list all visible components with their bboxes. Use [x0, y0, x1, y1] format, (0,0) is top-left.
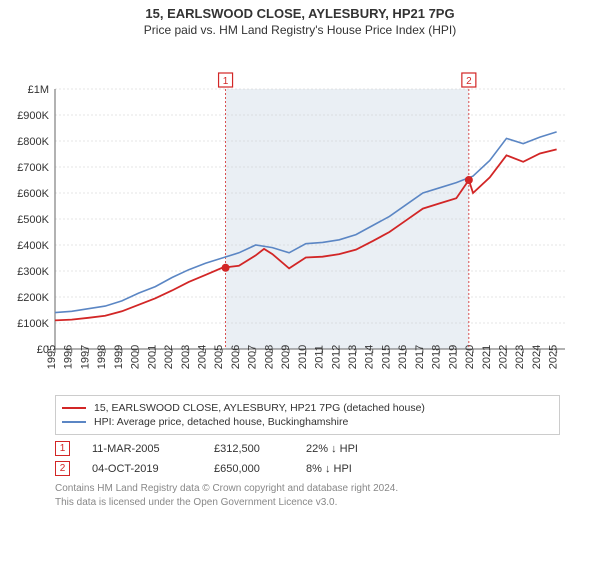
- x-tick-label: 2010: [297, 345, 309, 369]
- marker-box-label: 1: [223, 76, 229, 87]
- transaction-marker-icon: 2: [55, 461, 70, 476]
- transaction-price: £650,000: [214, 463, 284, 475]
- transaction-price: £312,500: [214, 443, 284, 455]
- x-tick-label: 2015: [380, 345, 392, 369]
- y-tick-label: £1M: [28, 84, 49, 96]
- x-tick-label: 2008: [263, 345, 275, 369]
- y-tick-label: £400K: [17, 240, 49, 252]
- x-tick-label: 1995: [46, 345, 58, 369]
- x-tick-label: 1996: [63, 345, 75, 369]
- price-chart: £0£100K£200K£300K£400K£500K£600K£700K£80…: [0, 37, 600, 391]
- transaction-date: 04-OCT-2019: [92, 463, 192, 475]
- x-tick-label: 2024: [531, 345, 543, 369]
- x-tick-label: 2016: [397, 345, 409, 369]
- marker-box-label: 2: [466, 76, 472, 87]
- x-tick-label: 2017: [414, 345, 426, 369]
- transaction-row: 2 04-OCT-2019 £650,000 8% ↓ HPI: [55, 461, 560, 476]
- legend-swatch-hpi: [62, 421, 86, 423]
- x-tick-label: 2012: [330, 345, 342, 369]
- transaction-row: 1 11-MAR-2005 £312,500 22% ↓ HPI: [55, 441, 560, 456]
- x-tick-label: 2019: [447, 345, 459, 369]
- x-tick-label: 1998: [96, 345, 108, 369]
- y-tick-label: £300K: [17, 266, 49, 278]
- page: 15, EARLSWOOD CLOSE, AYLESBURY, HP21 7PG…: [0, 6, 600, 566]
- legend-label-price: 15, EARLSWOOD CLOSE, AYLESBURY, HP21 7PG…: [94, 402, 425, 414]
- x-tick-label: 1999: [113, 345, 125, 369]
- footer-line2: This data is licensed under the Open Gov…: [55, 496, 560, 510]
- legend-item-hpi: HPI: Average price, detached house, Buck…: [62, 416, 553, 428]
- footer: Contains HM Land Registry data © Crown c…: [55, 482, 560, 509]
- y-tick-label: £900K: [17, 110, 49, 122]
- x-tick-label: 2020: [464, 345, 476, 369]
- x-tick-label: 2014: [364, 345, 376, 369]
- x-tick-label: 2011: [314, 345, 326, 369]
- x-tick-label: 2013: [347, 345, 359, 369]
- x-tick-label: 2000: [130, 345, 142, 369]
- legend-label-hpi: HPI: Average price, detached house, Buck…: [94, 416, 348, 428]
- legend-item-price: 15, EARLSWOOD CLOSE, AYLESBURY, HP21 7PG…: [62, 402, 553, 414]
- x-tick-label: 2005: [213, 345, 225, 369]
- y-tick-label: £700K: [17, 162, 49, 174]
- x-tick-label: 2025: [548, 345, 560, 369]
- transaction-marker-icon: 1: [55, 441, 70, 456]
- x-tick-label: 2001: [146, 345, 158, 369]
- y-tick-label: £500K: [17, 214, 49, 226]
- x-tick-label: 2003: [180, 345, 192, 369]
- x-tick-label: 2002: [163, 345, 175, 369]
- legend-swatch-price: [62, 407, 86, 409]
- chart-titles: 15, EARLSWOOD CLOSE, AYLESBURY, HP21 7PG…: [0, 6, 600, 37]
- x-tick-label: 2018: [431, 345, 443, 369]
- footer-line1: Contains HM Land Registry data © Crown c…: [55, 482, 560, 496]
- transaction-diff: 8% ↓ HPI: [306, 463, 396, 475]
- y-tick-label: £600K: [17, 188, 49, 200]
- x-tick-label: 2006: [230, 345, 242, 369]
- legend: 15, EARLSWOOD CLOSE, AYLESBURY, HP21 7PG…: [55, 395, 560, 435]
- x-tick-label: 2022: [497, 345, 509, 369]
- x-tick-label: 2007: [247, 345, 259, 369]
- transactions-table: 1 11-MAR-2005 £312,500 22% ↓ HPI 2 04-OC…: [55, 441, 560, 476]
- transaction-date: 11-MAR-2005: [92, 443, 192, 455]
- x-tick-label: 2004: [196, 345, 208, 369]
- y-tick-label: £100K: [17, 318, 49, 330]
- x-tick-label: 2021: [481, 345, 493, 369]
- x-tick-label: 2009: [280, 345, 292, 369]
- x-tick-label: 1997: [79, 345, 91, 369]
- transaction-diff: 22% ↓ HPI: [306, 443, 396, 455]
- address-title: 15, EARLSWOOD CLOSE, AYLESBURY, HP21 7PG: [0, 6, 600, 21]
- x-tick-label: 2023: [514, 345, 526, 369]
- y-tick-label: £800K: [17, 136, 49, 148]
- y-tick-label: £200K: [17, 292, 49, 304]
- marker-dot: [465, 176, 473, 184]
- subtitle: Price paid vs. HM Land Registry's House …: [0, 23, 600, 37]
- marker-dot: [222, 264, 230, 272]
